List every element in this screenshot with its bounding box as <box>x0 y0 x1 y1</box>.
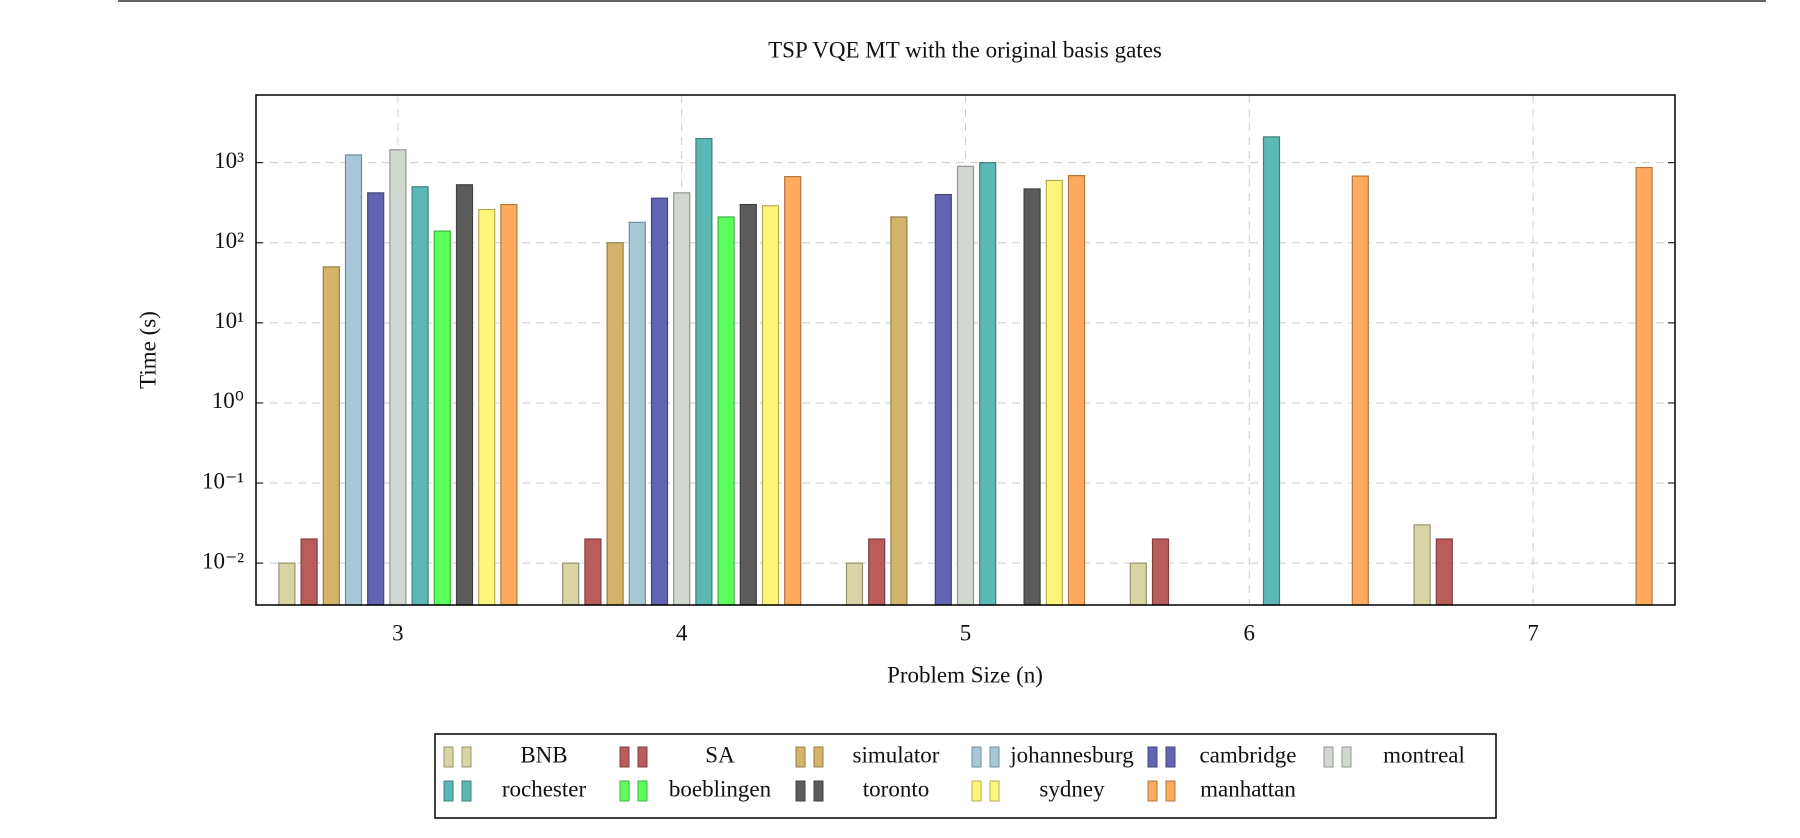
x-tick-label: 3 <box>392 620 404 645</box>
legend-swatch <box>1147 746 1158 768</box>
legend-label: toronto <box>863 776 929 801</box>
bar <box>761 205 780 606</box>
legend-swatch <box>1165 780 1176 802</box>
legend-swatch <box>619 746 630 768</box>
bar <box>890 216 908 606</box>
bar <box>1129 562 1147 606</box>
legend-label: montreal <box>1383 742 1465 767</box>
x-tick-label: 7 <box>1527 620 1539 645</box>
legend-swatch <box>813 746 824 768</box>
legend-label: simulator <box>853 742 940 767</box>
legend-swatch <box>795 780 806 802</box>
legend-swatch <box>989 780 1000 802</box>
y-tick-label: 10³ <box>214 148 244 173</box>
bar <box>1435 538 1453 606</box>
bar <box>1151 538 1170 606</box>
legend-box <box>434 733 1497 819</box>
y-tick-label: 10⁰ <box>212 388 244 413</box>
legend-label: johannesburg <box>1009 742 1134 767</box>
bar <box>934 193 952 606</box>
bar <box>500 203 518 606</box>
y-tick-label: 10⁻² <box>202 548 244 573</box>
legend-swatch <box>443 780 454 802</box>
bar <box>979 162 997 606</box>
legend-swatch <box>971 780 982 802</box>
legend-label: boeblingen <box>669 776 772 801</box>
legend-label: cambridge <box>1199 742 1296 767</box>
bar <box>1413 524 1431 606</box>
bar <box>650 197 669 606</box>
y-tick-label: 10⁻¹ <box>202 468 244 493</box>
legend-swatch <box>795 746 806 768</box>
bar <box>478 208 496 606</box>
bar <box>673 192 691 606</box>
bar <box>455 184 474 606</box>
legend-swatch <box>989 746 1000 768</box>
bar <box>433 230 451 606</box>
bar <box>739 203 757 606</box>
bar <box>845 562 864 606</box>
bar <box>606 242 624 606</box>
legend-label: SA <box>705 742 735 767</box>
bar <box>1635 166 1653 606</box>
bar <box>1351 175 1369 606</box>
bar <box>322 266 340 606</box>
plot-frame <box>255 94 1676 606</box>
bar <box>628 221 646 606</box>
y-axis-label: Time (s) <box>135 311 160 389</box>
bar <box>956 165 975 606</box>
bar <box>717 216 735 606</box>
x-tick-label: 4 <box>676 620 688 645</box>
bar <box>784 176 802 606</box>
legend-label: rochester <box>502 776 587 801</box>
bar <box>411 186 429 606</box>
legend-swatch <box>461 746 472 768</box>
legend-swatch <box>619 780 630 802</box>
legend-swatch <box>1323 746 1334 768</box>
bar <box>1045 179 1063 606</box>
bar <box>868 538 886 606</box>
bar <box>584 538 602 606</box>
bar <box>1023 188 1041 606</box>
y-tick-label: 10¹ <box>214 308 244 333</box>
legend-swatch <box>461 780 472 802</box>
bar <box>278 562 296 606</box>
bar <box>344 154 363 606</box>
legend-swatch <box>637 746 648 768</box>
bar <box>389 149 407 606</box>
bar <box>367 192 385 606</box>
chart-title: TSP VQE MT with the original basis gates <box>768 37 1162 62</box>
legend-label: sydney <box>1039 776 1105 801</box>
legend-swatch <box>1341 746 1352 768</box>
bar <box>562 562 580 606</box>
legend-label: BNB <box>520 742 567 767</box>
y-tick-label: 10² <box>214 228 244 253</box>
legend-swatch <box>1147 780 1158 802</box>
x-tick-label: 6 <box>1244 620 1256 645</box>
legend-swatch <box>443 746 454 768</box>
legend-label: manhattan <box>1200 776 1296 801</box>
legend-swatch <box>1165 746 1176 768</box>
legend-swatch <box>971 746 982 768</box>
bar <box>1067 174 1086 606</box>
legend-swatch <box>637 780 648 802</box>
bar <box>1262 136 1281 606</box>
bar <box>695 137 713 606</box>
x-axis-label: Problem Size (n) <box>887 662 1043 687</box>
legend-swatch <box>813 780 824 802</box>
x-tick-label: 5 <box>960 620 972 645</box>
bar <box>300 538 318 606</box>
